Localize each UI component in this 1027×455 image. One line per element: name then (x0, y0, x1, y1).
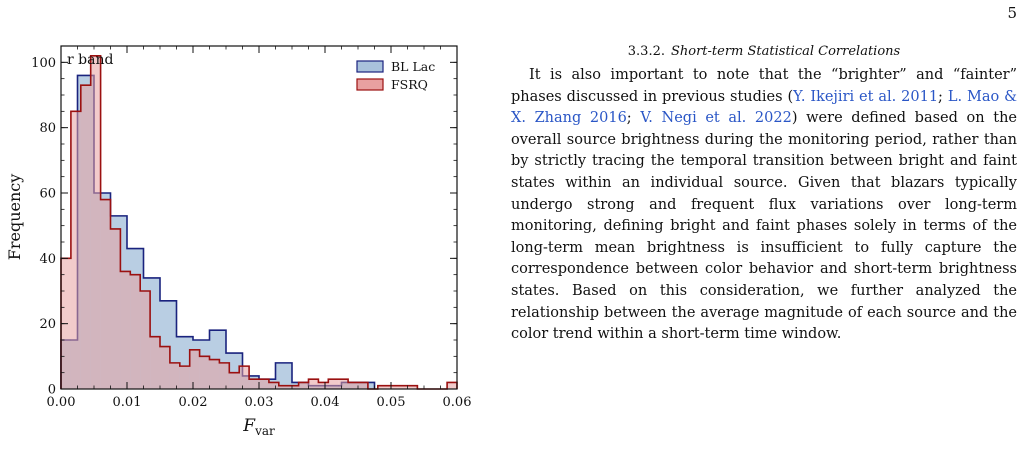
x-tick-label: 0.01 (113, 395, 142, 410)
y-tick-label: 100 (31, 56, 56, 71)
fsrq-bar (348, 382, 358, 389)
paragraph-text: ; (938, 88, 948, 105)
y-axis-label: Frequency (5, 174, 24, 261)
fsrq-bar (377, 385, 388, 389)
paragraph-text: It is also important to note that the “b… (511, 67, 1017, 105)
fsrq-bar (447, 382, 457, 389)
fsrq-bar (189, 349, 200, 389)
fsrq-bar (209, 359, 220, 389)
y-tick-label: 40 (39, 252, 56, 267)
y-tick-label: 0 (48, 383, 56, 398)
citation-link[interactable]: Y. Ikejiri et al. 2011 (793, 88, 939, 105)
y-tick-label: 80 (39, 121, 56, 136)
histogram-figure: 0.00 0.01 0.02 0.03 0.04 0.05 0.06 0 20 40 60 80 10… (5, 45, 472, 438)
page-number: 5 (1007, 4, 1017, 22)
fsrq-bar (150, 336, 160, 389)
fsrq-bar (179, 366, 190, 389)
legend-swatch-bl-lac (356, 60, 384, 73)
fsrq-bar (239, 366, 250, 389)
fsrq-bar (169, 362, 180, 389)
legend: BL Lac FSRQ (356, 59, 435, 92)
fsrq-bar (80, 85, 91, 389)
fsrq-bar (358, 382, 368, 389)
x-tick-label: 0.00 (47, 395, 76, 410)
legend-label-bl-lac: BL Lac (391, 59, 435, 74)
fsrq-bar (100, 199, 111, 389)
section-title: Short-term Statistical Correlations (670, 44, 901, 59)
fsrq-bar (407, 385, 418, 389)
axis-ticks (60, 45, 458, 390)
paragraph-text: ; (626, 110, 641, 127)
fsrq-bar (278, 385, 289, 389)
bl-lac-bar (275, 362, 292, 389)
section-heading: 3.3.2. Short-term Statistical Correlation… (511, 44, 1017, 59)
fsrq-bar (90, 55, 101, 390)
fsrq-bar (110, 228, 121, 389)
fsrq-bar (318, 382, 329, 389)
fsrq-bar (219, 362, 230, 389)
section-number: 3.3.2. (627, 44, 665, 59)
legend-label-fsrq: FSRQ (391, 77, 428, 92)
fsrq-bar (130, 274, 141, 389)
fsrq-bar (199, 356, 210, 389)
y-tick-labels: 0 20 40 60 80 100 (31, 56, 56, 398)
y-tick-label: 20 (39, 317, 56, 332)
x-axis-label: Fvar (242, 416, 275, 438)
x-tick-labels: 0.00 0.01 0.02 0.03 0.04 0.05 0.06 (47, 395, 472, 410)
body-paragraph: It is also important to note that the “b… (511, 65, 1017, 346)
band-annotation: r band (67, 52, 113, 68)
fsrq-bar (328, 379, 339, 389)
x-tick-label: 0.05 (377, 395, 406, 410)
fsrq-bar (259, 379, 269, 389)
text-column: 3.3.2. Short-term Statistical Correlation… (511, 44, 1017, 346)
fsrq-bar (70, 111, 81, 389)
fsrq-bar (249, 379, 259, 389)
fsrq-bar (387, 385, 398, 389)
fsrq-bar (120, 271, 131, 389)
x-tick-label: 0.06 (443, 395, 472, 410)
citation-link[interactable]: L. Mao & X. Zhang 2016 (511, 88, 1018, 127)
legend-swatch-fsrq (356, 78, 384, 91)
citation-link[interactable]: V. Negi et al. 2022 (640, 110, 792, 127)
fsrq-bar (288, 385, 299, 389)
y-tick-label: 60 (39, 187, 56, 202)
fsrq-bar (298, 382, 309, 389)
x-tick-label: 0.02 (179, 395, 208, 410)
fsrq-bar (160, 346, 170, 389)
fsrq-bar (397, 385, 408, 389)
paragraph-text: ) were defined based on the overall sour… (511, 110, 1017, 343)
fsrq-bar (338, 379, 349, 389)
fsrq-bar (268, 382, 279, 389)
x-tick-label: 0.03 (245, 395, 274, 410)
x-tick-label: 0.04 (311, 395, 340, 410)
fsrq-bar (140, 291, 151, 389)
fsrq-bar (229, 372, 240, 389)
fsrq-bar (308, 379, 319, 389)
